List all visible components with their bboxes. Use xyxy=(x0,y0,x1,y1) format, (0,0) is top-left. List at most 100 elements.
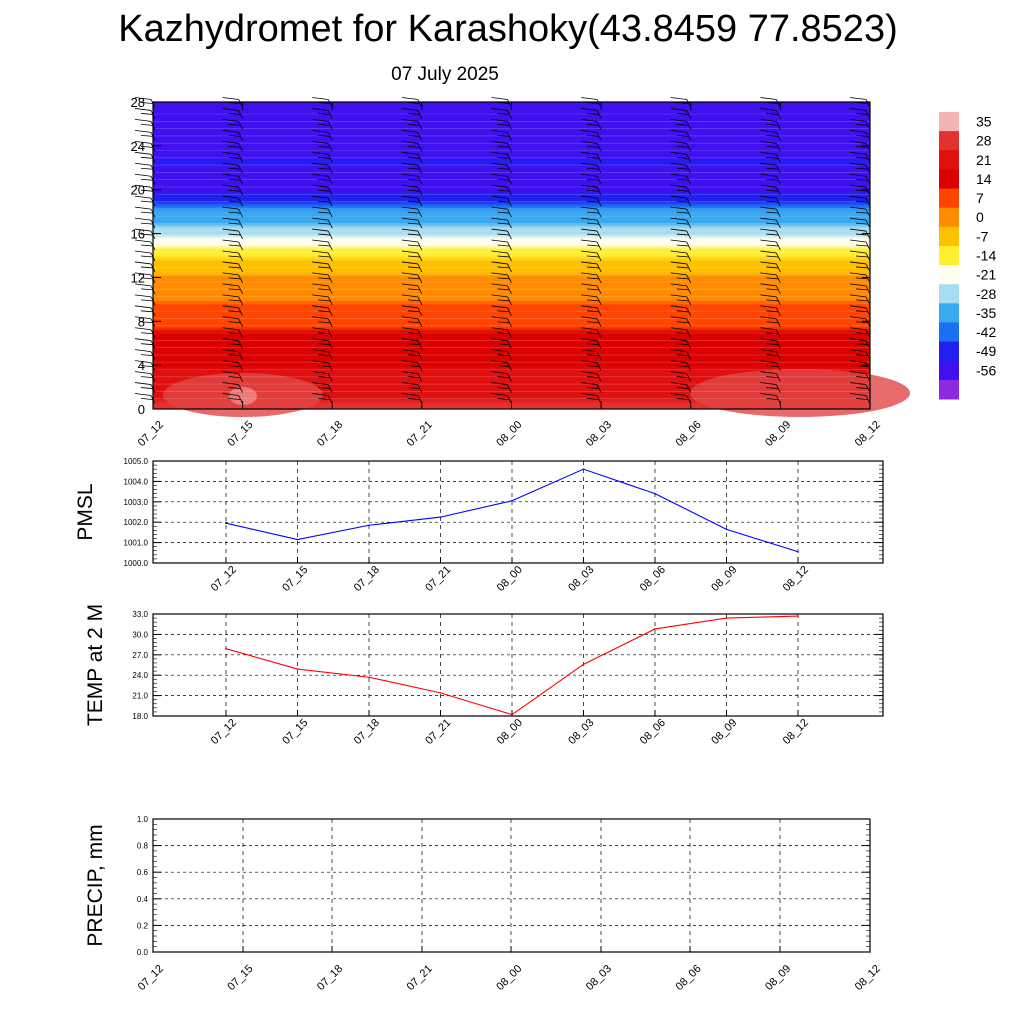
wind-barb xyxy=(670,162,692,174)
wind-barb xyxy=(222,382,243,393)
y-tick-label: 1003.0 xyxy=(124,498,149,507)
wind-barb xyxy=(491,294,512,306)
wind-barb xyxy=(849,316,871,327)
wind-barb xyxy=(670,119,692,130)
wind-barb xyxy=(312,239,333,251)
wind-barb xyxy=(849,239,871,251)
wind-barb xyxy=(401,316,423,327)
wind-barb xyxy=(670,305,692,316)
x-tick-label: 08_06 xyxy=(638,717,668,747)
wind-barb xyxy=(670,97,692,108)
wind-barb xyxy=(222,283,243,295)
wind-barb xyxy=(760,305,781,316)
wind-barb xyxy=(491,195,512,207)
wind-barb xyxy=(581,382,602,393)
wind-barb xyxy=(312,140,333,152)
wind-barb xyxy=(312,108,333,119)
wind-barb xyxy=(849,184,871,196)
wind-barb xyxy=(670,239,692,251)
wind-barb xyxy=(760,195,781,207)
wind-barb xyxy=(312,316,333,327)
wind-barb xyxy=(760,151,781,163)
wind-barb xyxy=(670,228,692,240)
wind-barb xyxy=(222,184,243,196)
wind-barb xyxy=(670,217,692,229)
x-tick-label: 08_12 xyxy=(853,963,883,993)
wind-barb xyxy=(581,173,602,185)
wind-barb xyxy=(670,349,692,360)
wind-barb xyxy=(760,97,781,108)
wind-barb xyxy=(312,371,333,382)
wind-barb xyxy=(222,360,243,371)
colorbar-swatch xyxy=(939,131,959,151)
wind-barb xyxy=(222,195,243,207)
wind-barb xyxy=(849,151,871,163)
wind-barb xyxy=(312,327,333,338)
x-tick-label: 08_03 xyxy=(566,564,596,594)
wind-barb xyxy=(491,173,512,185)
wind-barb xyxy=(491,305,512,316)
wind-barb xyxy=(849,108,871,119)
wind-barb xyxy=(401,151,423,163)
precip-panel: 0.0 0.2 0.4 0.6 0.8 1.0 07_12 07_15 07_18 07_21 08… xyxy=(84,815,883,993)
wind-barb xyxy=(849,97,871,108)
wind-barb xyxy=(760,261,781,273)
x-tick-label: 08_09 xyxy=(709,564,739,594)
wind-barb xyxy=(581,97,602,108)
wind-barb xyxy=(491,206,512,218)
wind-barb xyxy=(581,272,602,284)
wind-barb xyxy=(312,173,333,185)
y-tick-label: 30.0 xyxy=(132,630,148,639)
wind-barb xyxy=(312,349,333,360)
wind-barb xyxy=(491,184,512,196)
data-point xyxy=(296,668,299,670)
colorbar-swatch xyxy=(939,112,959,132)
wind-barb xyxy=(849,206,871,218)
wind-barb xyxy=(760,272,781,284)
data-point xyxy=(582,663,585,666)
y-tick-label: 1.0 xyxy=(137,815,149,824)
wind-barb xyxy=(581,305,602,316)
data-point xyxy=(511,499,513,502)
wind-barb xyxy=(222,140,243,152)
wind-barb xyxy=(491,162,512,174)
wind-barb xyxy=(491,283,512,295)
data-point xyxy=(654,492,656,495)
data-point xyxy=(439,516,442,518)
wind-barb xyxy=(222,305,243,316)
wind-barb xyxy=(222,162,243,174)
wind-barb xyxy=(760,382,781,393)
wind-barb xyxy=(491,382,512,393)
wind-barb xyxy=(401,382,423,393)
wind-barb xyxy=(670,184,692,196)
wind-barb xyxy=(849,360,871,371)
panel-frame xyxy=(152,460,884,564)
wind-barb xyxy=(849,283,871,295)
wind-barb xyxy=(760,250,781,262)
wind-barb xyxy=(134,119,156,130)
colorbar-swatch xyxy=(939,341,959,362)
y-tick-label: 20 xyxy=(131,183,145,198)
x-tick-label: 08_12 xyxy=(781,564,811,594)
heatmap-field xyxy=(153,102,870,409)
colorbar-swatch xyxy=(939,322,959,343)
wind-barb xyxy=(491,338,512,349)
y-tick-label: 33.0 xyxy=(132,610,148,619)
colorbar-label: -56 xyxy=(976,362,996,378)
x-tick-label: 08_06 xyxy=(674,963,704,993)
wind-barb xyxy=(222,261,243,273)
wind-barb xyxy=(670,151,692,163)
colorbar: 35 28 21 14 7 0 -7 -14 -21 -28 -35 -42 -49 -56 xyxy=(939,112,996,400)
wind-barb xyxy=(581,151,602,163)
x-tick-label: 07_21 xyxy=(423,564,453,594)
x-tick-label: 07_15 xyxy=(280,564,310,594)
wind-barb xyxy=(581,327,602,338)
y-tick-label: 24.0 xyxy=(132,671,148,680)
wind-barb xyxy=(670,283,692,295)
y-tick-label: 0.2 xyxy=(137,921,149,930)
wind-barb xyxy=(670,294,692,306)
colorbar-label: 14 xyxy=(976,171,992,187)
y-tick-label: 0 xyxy=(138,402,145,417)
wind-barb xyxy=(491,151,512,163)
